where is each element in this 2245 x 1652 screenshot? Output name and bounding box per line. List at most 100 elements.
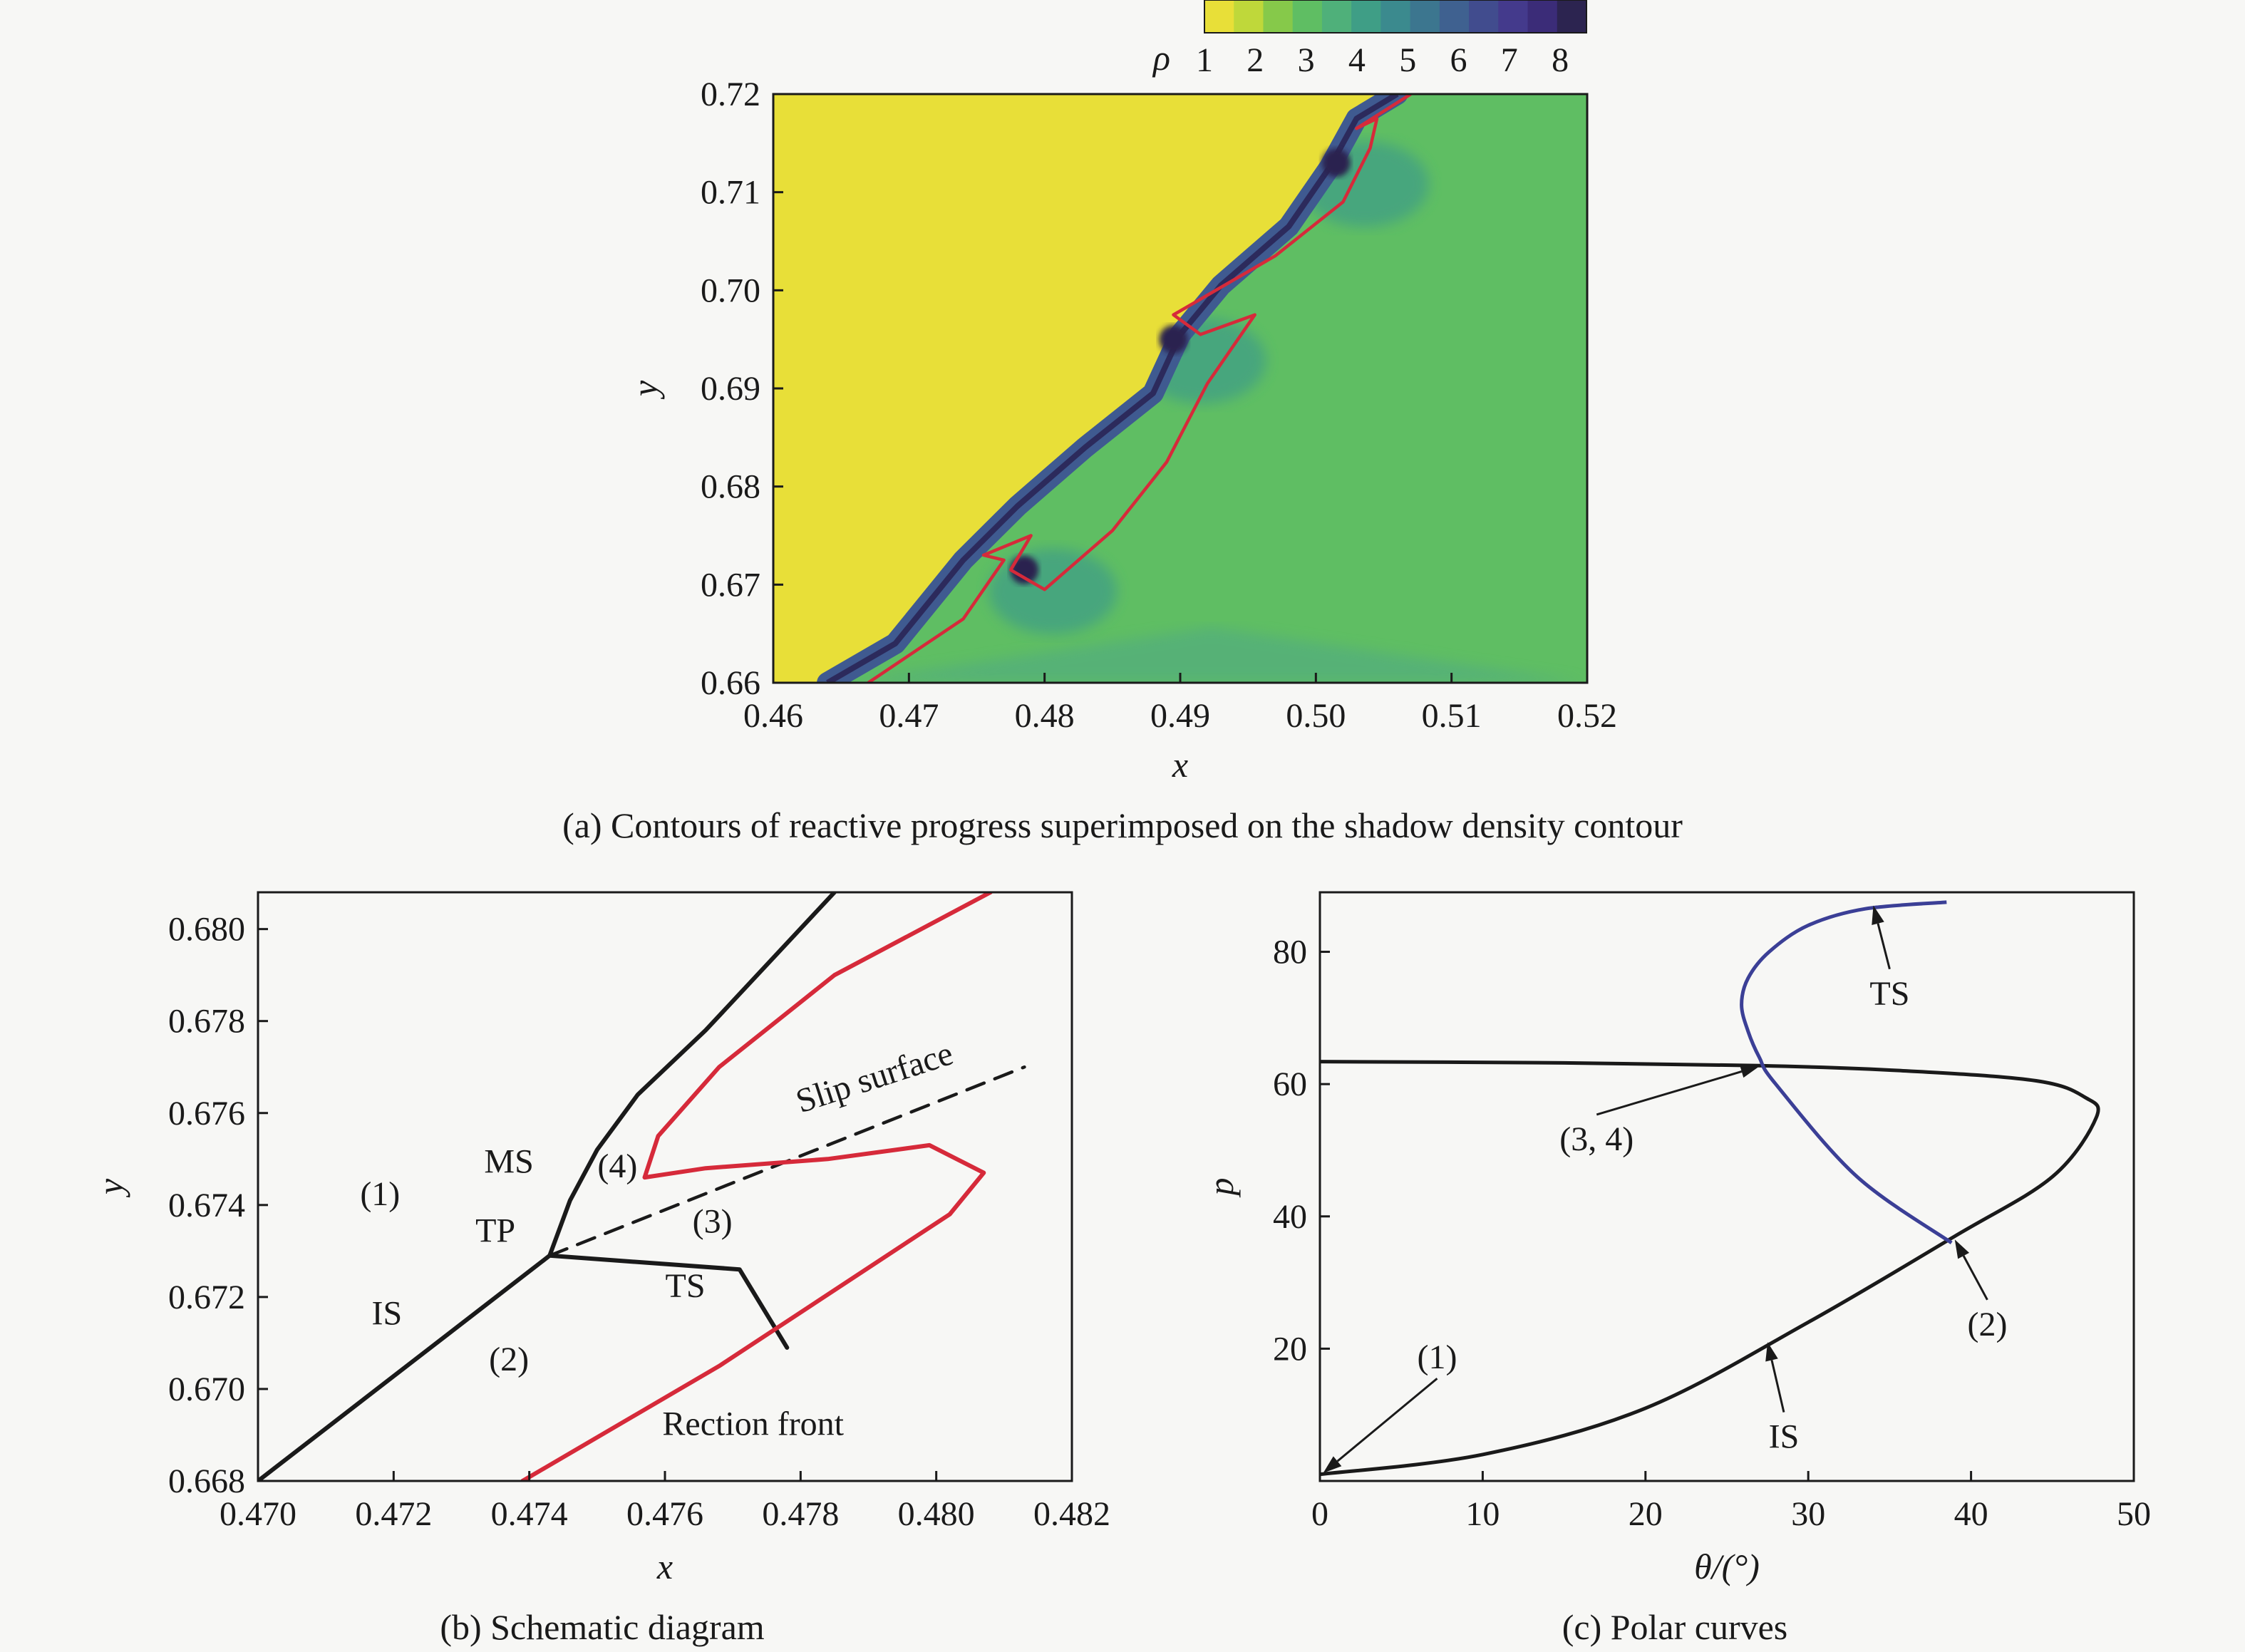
panel-b-background: [258, 892, 1072, 1481]
panel-2-ytick-label: 60: [1273, 1065, 1307, 1103]
panel-a-caption: (a) Contours of reactive progress superi…: [562, 805, 1683, 845]
panel-1-ytick-label: 0.670: [168, 1370, 245, 1408]
panel-c-annotation: (1): [1417, 1338, 1457, 1376]
annotation-arrow-shaft: [1336, 1378, 1438, 1462]
colorbar-swatch: [1263, 0, 1294, 33]
panel-2-xtick-label: 50: [2117, 1495, 2151, 1533]
triple-point-dark-spot: [1321, 148, 1351, 177]
panel-c-annotation: TS: [1869, 975, 1909, 1013]
panel-0-ytick-label: 0.69: [701, 370, 760, 408]
polar-curve-IS-polar: [1320, 1060, 2100, 1477]
annotation-arrow-shaft: [1877, 923, 1891, 970]
colorbar-tick-label: 7: [1501, 41, 1518, 79]
panel-1-xtick-label: 0.480: [898, 1495, 975, 1533]
colorbar-swatch: [1321, 0, 1352, 33]
panel-2-xtick-label: 20: [1629, 1495, 1663, 1533]
panel-2-xtick-label: 10: [1465, 1495, 1500, 1533]
reaction-progress-contour: [867, 94, 1412, 683]
colorbar-swatch: [1439, 0, 1470, 33]
schematic-line-MS: [547, 892, 837, 1258]
teal-haze: [841, 627, 1587, 683]
panel-b-annotation: (1): [360, 1175, 400, 1213]
colorbar-swatch: [1292, 0, 1323, 33]
annotation-arrow-shaft: [1770, 1360, 1785, 1413]
schematic-line-reaction: [520, 892, 993, 1481]
panel-c-polar-curves: (1) (3, 4) TS (2) IS 0 10 20 30 40 50 20 40 60 80 θ/…: [1201, 891, 2151, 1647]
annotation-arrow-head: [1740, 1065, 1760, 1078]
annotation-arrow-head: [1954, 1239, 1970, 1259]
panel-b-annotation: TS: [666, 1267, 706, 1305]
unburnt-region: [773, 94, 1398, 683]
panel-b-annotation: Rection front: [662, 1405, 844, 1442]
polar-curve-TS-polar: [1740, 900, 1953, 1244]
panel-2-ytick-label: 40: [1273, 1198, 1307, 1236]
colorbar-frame: [1204, 0, 1587, 33]
panel-1-xtick-label: 0.482: [1033, 1495, 1110, 1533]
panel-0-xtick-label: 0.49: [1150, 697, 1210, 735]
panel-0-ytick-label: 0.72: [701, 76, 760, 113]
colorbar-tick-label: 3: [1298, 41, 1315, 79]
panel-0-ytick-label: 0.70: [701, 272, 760, 309]
panel-b-xlabel: x: [656, 1547, 673, 1586]
colorbar-swatch: [1557, 0, 1587, 33]
colorbar-tick-label: 6: [1450, 41, 1467, 79]
panel-b-annotation: (3): [693, 1203, 733, 1241]
panel-0-xtick-label: 0.48: [1015, 697, 1075, 735]
panel-1-xtick-label: 0.476: [626, 1495, 703, 1533]
panel-1-xtick-label: 0.474: [491, 1495, 568, 1533]
panel-b-ylabel: y: [91, 1178, 130, 1198]
panel-b-annotation: (4): [597, 1147, 637, 1185]
annotation-arrow-head: [1323, 1456, 1342, 1473]
panel-b-annotation: TP: [475, 1212, 515, 1249]
wake-bulge: [989, 548, 1118, 634]
panel-a-xlabel: x: [1172, 745, 1188, 785]
panel-0-xtick-label: 0.52: [1557, 697, 1617, 735]
panel-c-ylabel: p: [1201, 1178, 1241, 1198]
panel-b-annotation: (2): [489, 1341, 529, 1378]
colorbar-swatch: [1351, 0, 1381, 33]
panel-1-xtick-label: 0.470: [220, 1495, 296, 1533]
panel-c-background: [1320, 892, 2134, 1481]
panel-b-annotation: IS: [371, 1295, 402, 1333]
schematic-line-TS: [547, 1253, 790, 1350]
panel-1-ytick-label: 0.680: [168, 911, 245, 949]
colorbar-swatch: [1234, 0, 1264, 33]
panel-1-xtick-label: 0.472: [355, 1495, 432, 1533]
panel-1-xtick-label: 0.478: [762, 1495, 839, 1533]
panel-0-ytick-label: 0.66: [701, 664, 760, 702]
panel-c-annotation: (3, 4): [1559, 1120, 1634, 1158]
annotation-arrow-shaft: [1962, 1255, 1988, 1301]
panel-c-frame: [1318, 891, 2135, 1482]
colorbar-swatch: [1527, 0, 1558, 33]
panel-1-ytick-label: 0.668: [168, 1462, 245, 1500]
panel-2-ytick-label: 80: [1273, 934, 1307, 971]
colorbar-tick-label: 8: [1552, 41, 1569, 79]
panel-a-ylabel: y: [625, 380, 665, 400]
colorbar-tick-label: 2: [1247, 41, 1264, 79]
panel-2-ytick-label: 20: [1273, 1330, 1307, 1368]
colorbar-swatch: [1410, 0, 1440, 33]
panel-b-annotation: MS: [484, 1143, 533, 1181]
panel-1-ytick-label: 0.672: [168, 1279, 245, 1316]
panel-0-xtick-label: 0.50: [1286, 697, 1346, 735]
panel-2-xtick-label: 0: [1311, 1495, 1328, 1533]
panel-c-annotation: (2): [1967, 1306, 2007, 1343]
colorbar-tick-label: 1: [1196, 41, 1213, 79]
panel-c-xlabel: θ/(°): [1694, 1547, 1760, 1586]
colorbar-tick-label: 4: [1348, 41, 1366, 79]
panel-c-annotation: IS: [1769, 1418, 1800, 1456]
annotation-arrow-head: [1765, 1342, 1778, 1362]
triple-point-dark-spot: [1159, 325, 1188, 354]
panel-0-xtick-label: 0.47: [879, 697, 939, 735]
panel-2-xtick-label: 30: [1791, 1495, 1825, 1533]
panel-0-ytick-label: 0.67: [701, 566, 760, 604]
colorbar-swatch: [1204, 0, 1234, 33]
panel-2-xtick-label: 40: [1954, 1495, 1988, 1533]
panel-1-ytick-label: 0.678: [168, 1003, 245, 1041]
panel-1-ytick-label: 0.674: [168, 1187, 245, 1224]
panel-0-xtick-label: 0.46: [743, 697, 803, 735]
triple-point-dark-spot: [1010, 555, 1039, 584]
